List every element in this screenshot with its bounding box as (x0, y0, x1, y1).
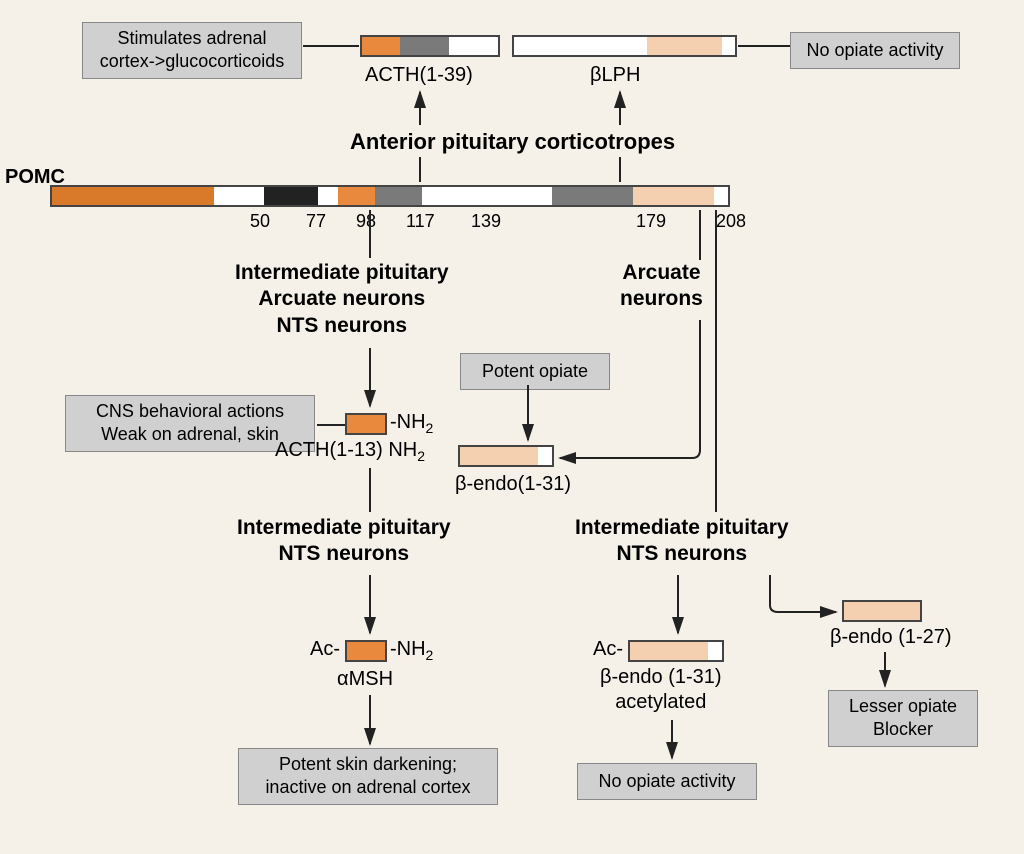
label-acth139: ACTH(1-39) (365, 63, 473, 88)
box-acth-stimulates: Stimulates adrenalcortex->glucocorticoid… (82, 22, 302, 79)
label-ac-prefix-b: Ac- (593, 637, 623, 662)
bar-bendo31ac (628, 640, 724, 662)
bar-amsh (345, 640, 387, 662)
nh2-text: -NH (390, 411, 426, 433)
tick-139: 139 (471, 211, 501, 232)
nh2-text-b: -NH (390, 638, 426, 660)
label-bendo27: β-endo (1-27) (830, 625, 952, 650)
bar-acth13 (345, 413, 387, 435)
hline-acth-box (303, 45, 359, 47)
nh2-sub-b: 2 (426, 647, 434, 663)
label-nh2-suffix: -NH2 (390, 410, 433, 438)
label-arcuate: Arcuateneurons (620, 260, 703, 313)
label-bendo31ac: β-endo (1-31)acetylated (600, 665, 722, 715)
label-amsh: αMSH (337, 667, 393, 692)
box-lesser: Lesser opiateBlocker (828, 690, 978, 747)
tick-98: 98 (356, 211, 376, 232)
bar-blph (512, 35, 737, 57)
box-potent-opiate: Potent opiate (460, 353, 610, 390)
bar-acth (360, 35, 500, 57)
label-ac-prefix-a: Ac- (310, 637, 340, 662)
label-int-nts-right: Intermediate pituitaryNTS neurons (575, 515, 789, 568)
tick-117: 117 (406, 211, 435, 232)
tick-208: 208 (716, 211, 746, 232)
label-path-left: Intermediate pituitaryArcuate neuronsNTS… (235, 260, 449, 339)
label-nh2-amsh: -NH2 (390, 637, 433, 665)
label-blph: βLPH (590, 63, 640, 88)
box-skin-dark: Potent skin darkening;inactive on adrena… (238, 748, 498, 805)
label-int-nts-left: Intermediate pituitaryNTS neurons (237, 515, 451, 568)
tick-50: 50 (250, 211, 270, 232)
hline-cns-box (317, 424, 345, 426)
acth113-sub: 2 (417, 448, 425, 464)
label-bendo31: β-endo(1-31) (455, 472, 571, 497)
bar-bendo31 (458, 445, 554, 467)
hline-blph-box (738, 45, 790, 47)
label-anterior: Anterior pituitary corticotropes (350, 128, 675, 156)
tick-77: 77 (306, 211, 326, 232)
acth113-text: ACTH(1-13) NH (275, 439, 417, 461)
box-no-opiate-bot: No opiate activity (577, 763, 757, 800)
tick-179: 179 (636, 211, 666, 232)
bar-pomc (50, 185, 730, 207)
bar-bendo27 (842, 600, 922, 622)
nh2-sub: 2 (426, 420, 434, 436)
label-acth113: ACTH(1-13) NH2 (275, 438, 425, 466)
box-no-opiate-top: No opiate activity (790, 32, 960, 69)
